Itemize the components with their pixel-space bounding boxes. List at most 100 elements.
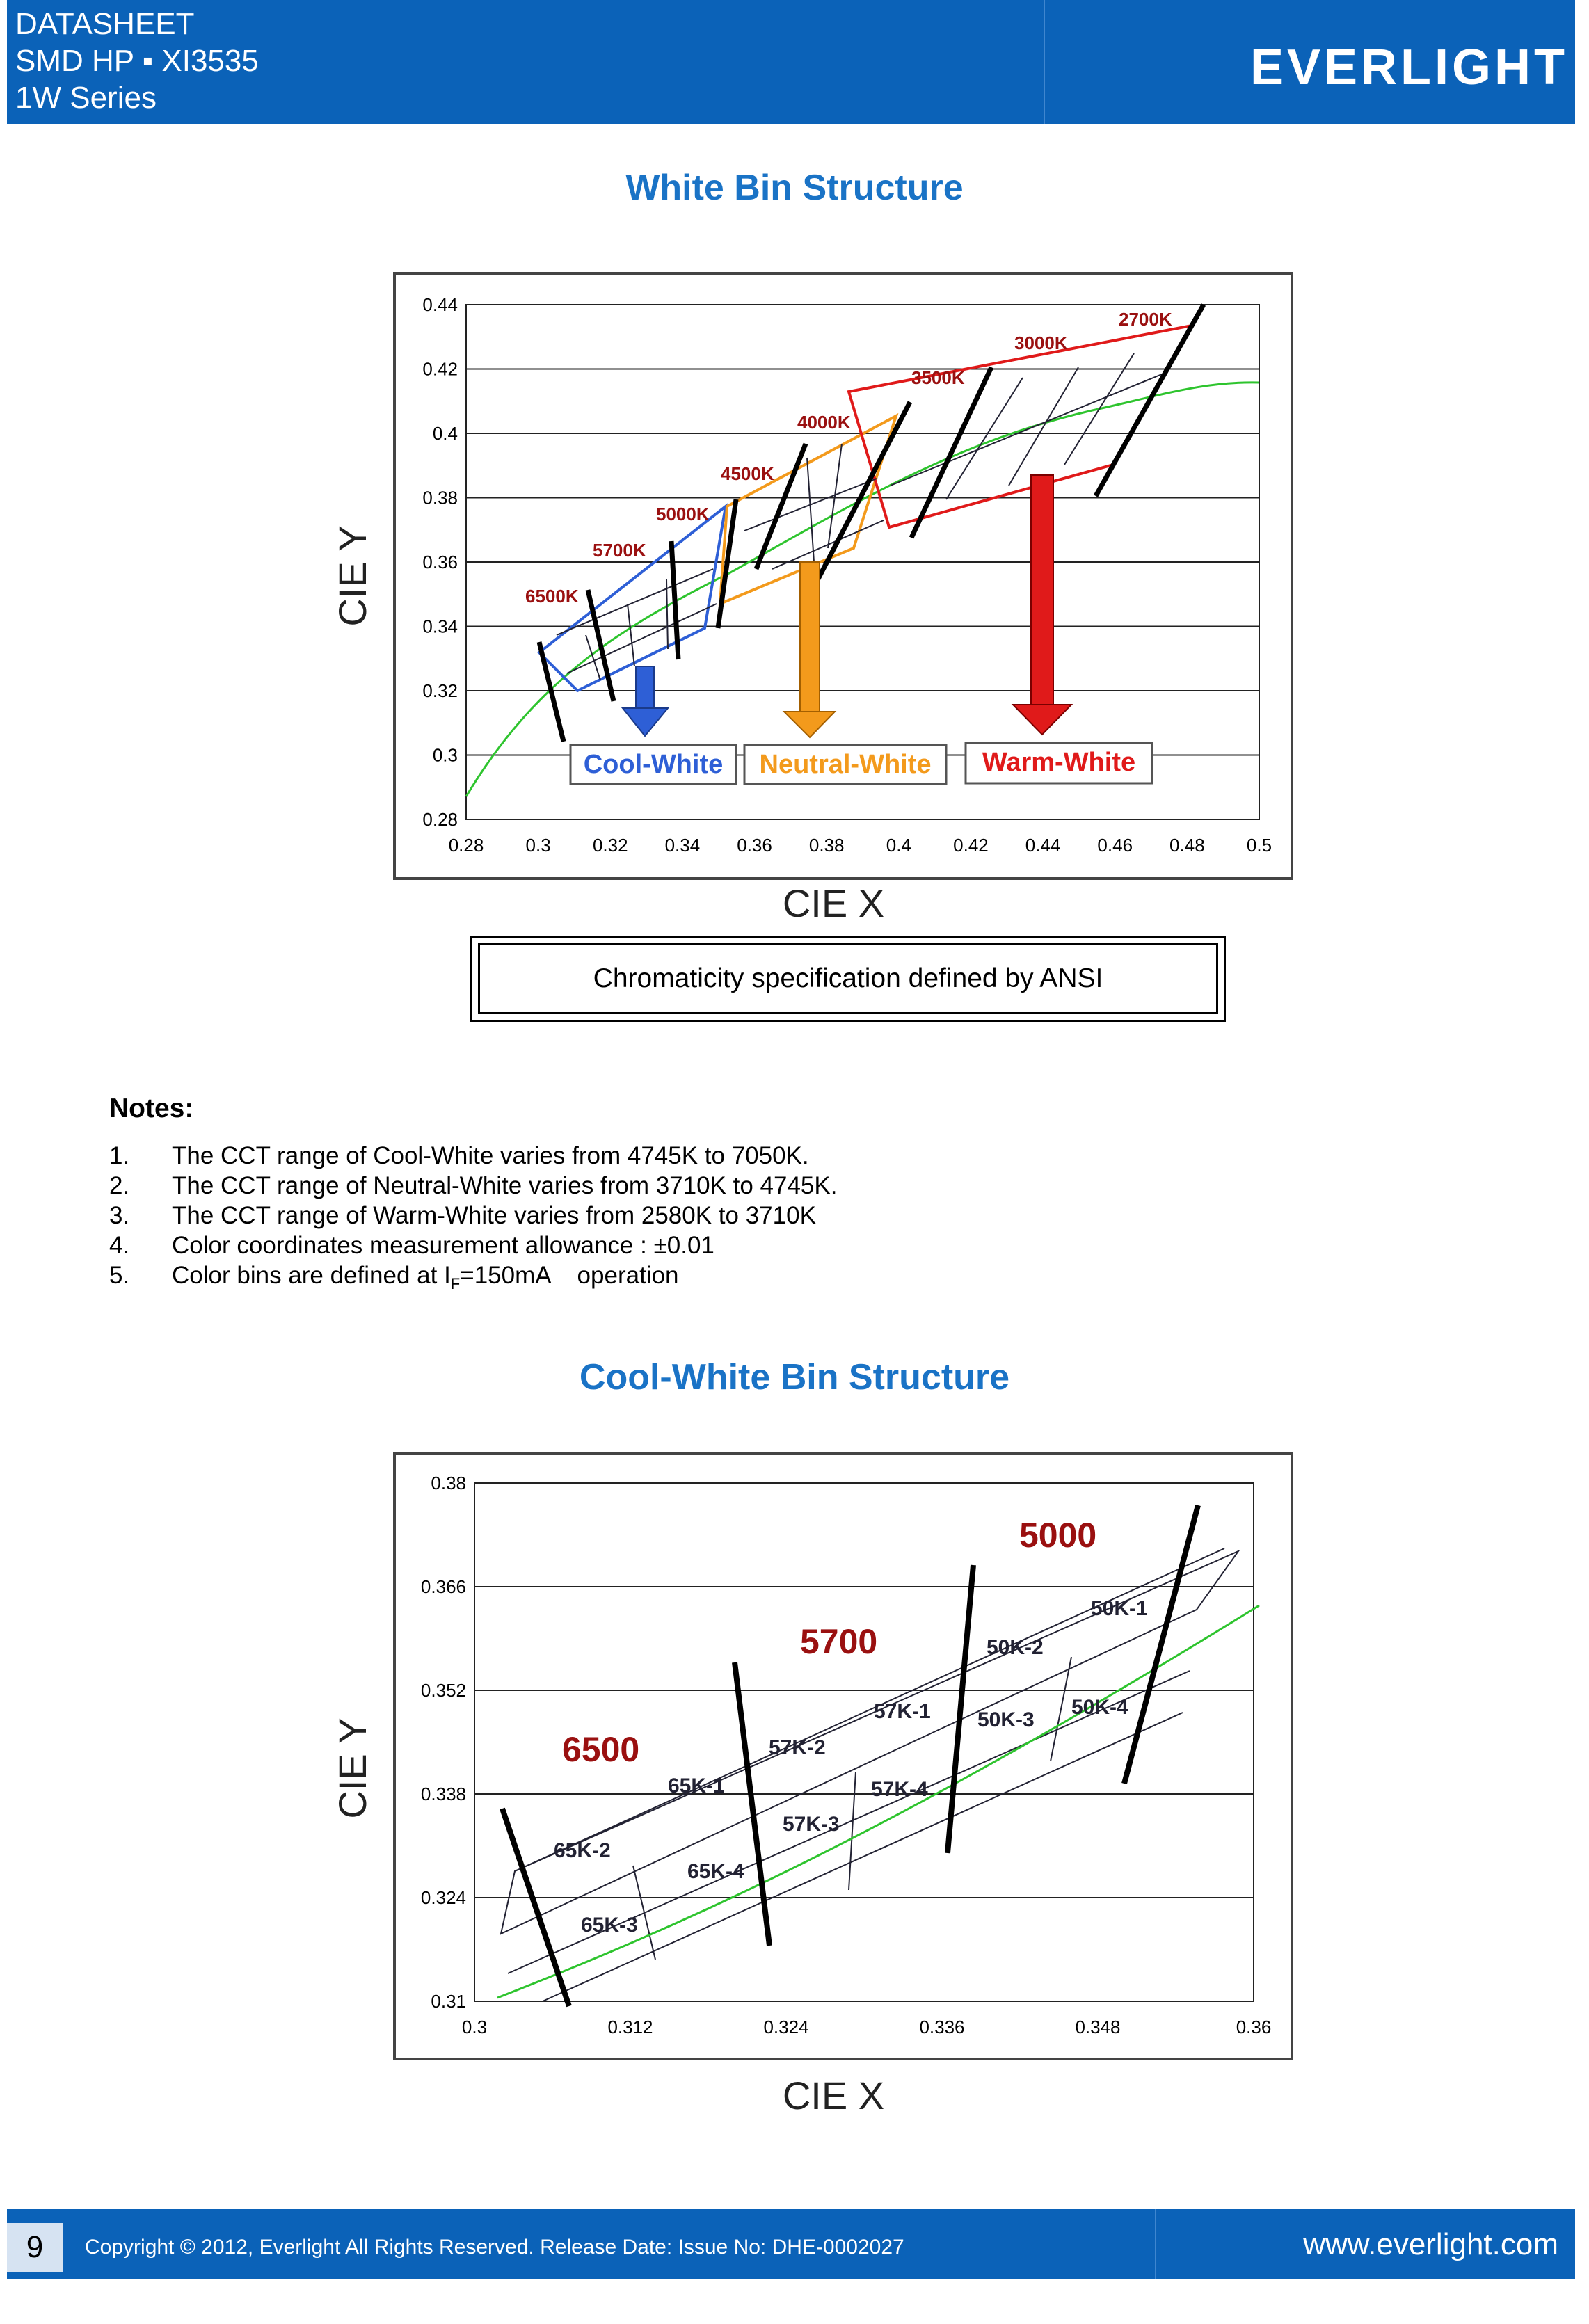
cct-label: 6500K — [525, 586, 579, 607]
website-link[interactable]: www.everlight.com — [1303, 2227, 1558, 2261]
header-text: DATASHEET SMD HP ▪ XI3535 1W Series — [15, 6, 259, 116]
page-number: 9 — [7, 2223, 63, 2272]
copyright-text: Copyright © 2012, Everlight All Rights R… — [85, 2236, 904, 2259]
page-footer — [7, 2209, 1575, 2279]
ansi-caption: Chromaticity specification defined by AN… — [478, 943, 1218, 1014]
cct-boundary-lines — [536, 303, 1206, 742]
x-tick-label: 0.3 — [526, 835, 551, 856]
svg-text:Cool-White: Cool-White — [584, 750, 724, 779]
cool-white-bin-chart: 0.38 0.366 0.352 0.338 0.324 0.31 0.3 0.312 0.32… — [327, 1448, 1301, 2123]
y-tick-label: 0.31 — [431, 1991, 466, 2012]
doc-type: DATASHEET — [15, 7, 195, 41]
bin-label: 57K-2 — [769, 1736, 826, 1759]
note-item: 2. The CCT range of Neutral-White varies … — [109, 1172, 838, 1199]
cct-label: 4500K — [721, 463, 774, 484]
x-tick-label: 0.312 — [607, 2017, 653, 2037]
y-tick-label: 0.28 — [422, 809, 458, 830]
y-tick-label: 0.38 — [431, 1473, 466, 1493]
y-tick-label: 0.352 — [421, 1680, 466, 1701]
cct-label: 3500K — [911, 367, 965, 388]
y-tick-label: 0.366 — [421, 1576, 466, 1597]
bin-label: 50K-1 — [1091, 1597, 1148, 1620]
x-tick-label: 0.48 — [1169, 835, 1205, 856]
x-tick-label: 0.42 — [953, 835, 989, 856]
svg-text:Warm-White: Warm-White — [982, 748, 1135, 777]
notes-heading: Notes: — [109, 1093, 194, 1123]
y-tick-label: 0.38 — [422, 488, 458, 508]
group-label-warm: Warm-White — [964, 742, 1153, 785]
everlight-logo: EVERLIGHT — [1249, 40, 1568, 95]
x-tick-label: 0.336 — [919, 2017, 964, 2037]
x-tick-label: 0.324 — [763, 2017, 808, 2037]
y-tick-label: 0.42 — [422, 359, 458, 380]
cct-label: 5000K — [656, 504, 710, 524]
cool-white-arrow — [621, 666, 670, 737]
header-divider — [1044, 0, 1045, 124]
y-tick-label: 0.32 — [422, 680, 458, 701]
x-tick-label: 0.38 — [809, 835, 845, 856]
x-tick-label: 0.36 — [1236, 2017, 1272, 2037]
bin-label: 57K-1 — [874, 1700, 931, 1723]
cct-labels: 6500 5700 5000 — [562, 1516, 1096, 1769]
y-tick-label: 0.4 — [433, 423, 458, 444]
bin-label: 50K-3 — [977, 1708, 1035, 1731]
x-axis-title: CIE X — [783, 881, 884, 925]
neutral-white-region — [718, 412, 899, 607]
bin-label: 65K-3 — [581, 1914, 638, 1937]
bin-label: 50K-2 — [987, 1636, 1044, 1659]
y-axis-title: CIE Y — [330, 1717, 374, 1818]
planckian-locus — [465, 381, 1260, 797]
x-tick-label: 0.34 — [665, 835, 701, 856]
group-label-neutral: Neutral-White — [743, 744, 948, 785]
footer-divider — [1155, 2209, 1156, 2279]
y-tick-label: 0.34 — [422, 616, 458, 637]
x-tick-label: 0.28 — [449, 835, 484, 856]
warm-white-arrow — [1011, 474, 1073, 736]
neutral-white-arrow — [782, 561, 837, 739]
cct-label: 5000 — [1019, 1516, 1096, 1555]
note-item: 1. The CCT range of Cool-White varies fro… — [109, 1142, 809, 1169]
plot-frame — [465, 304, 1260, 820]
y-axis-title: CIE Y — [330, 525, 374, 626]
cct-boundary-lines — [500, 1504, 1201, 2008]
notes-list: 1. The CCT range of Cool-White varies fro… — [109, 1141, 837, 1299]
x-tick-label: 0.5 — [1247, 835, 1272, 856]
cool-white-region — [536, 503, 728, 693]
cool-white-bin-title: Cool-White Bin Structure — [579, 1357, 1010, 1397]
x-tick-label: 0.46 — [1097, 835, 1133, 856]
bin-grid-lines — [500, 1548, 1240, 2002]
ansi-caption-box: Chromaticity specification defined by AN… — [470, 936, 1226, 1022]
white-bin-title: White Bin Structure — [625, 168, 964, 208]
planckian-locus — [497, 1604, 1260, 1999]
note-item: 5. Color bins are defined at IF=150mA ope… — [109, 1262, 679, 1292]
group-label-cool: Cool-White — [569, 744, 737, 785]
note-item: 3. The CCT range of Warm-White varies fro… — [109, 1202, 816, 1229]
bin-label: 65K-4 — [687, 1860, 744, 1883]
product-name: SMD HP ▪ XI3535 — [15, 44, 259, 78]
x-tick-label: 0.348 — [1075, 2017, 1120, 2037]
cct-label: 5700 — [800, 1622, 877, 1661]
x-tick-label: 0.44 — [1025, 835, 1061, 856]
y-tick-label: 0.36 — [422, 552, 458, 572]
y-tick-label: 0.3 — [433, 745, 458, 766]
page-header — [7, 0, 1575, 124]
cct-label: 4000K — [797, 412, 851, 433]
bin-label: 57K-3 — [783, 1813, 840, 1836]
bin-label: 57K-4 — [871, 1778, 928, 1801]
neutral-warm-grid-lines — [744, 353, 1163, 570]
cct-label: 6500 — [562, 1730, 639, 1769]
cct-label: 5700K — [593, 540, 646, 561]
cct-label: 2700K — [1119, 309, 1172, 330]
y-tick-label: 0.324 — [421, 1887, 466, 1908]
white-bin-chart: 0.44 0.42 0.4 0.38 0.36 0.34 0.32 0.3 0.28 0.28 0.… — [327, 256, 1301, 938]
cct-labels: 6500K 5700K 5000K 4500K 4000K 3500K 3000… — [525, 309, 1172, 607]
note-item: 4. Color coordinates measurement allowanc… — [109, 1232, 714, 1259]
plot-frame — [474, 1482, 1254, 2002]
y-tick-label: 0.338 — [421, 1784, 466, 1804]
y-tick-label: 0.44 — [422, 294, 458, 315]
svg-text:Neutral-White: Neutral-White — [760, 750, 932, 779]
x-tick-label: 0.36 — [737, 835, 772, 856]
bin-labels: 65K-1 65K-2 65K-3 65K-4 57K-1 57K-2 57K-… — [554, 1597, 1148, 1937]
x-tick-label: 0.32 — [593, 835, 628, 856]
bin-label: 65K-2 — [554, 1839, 611, 1862]
